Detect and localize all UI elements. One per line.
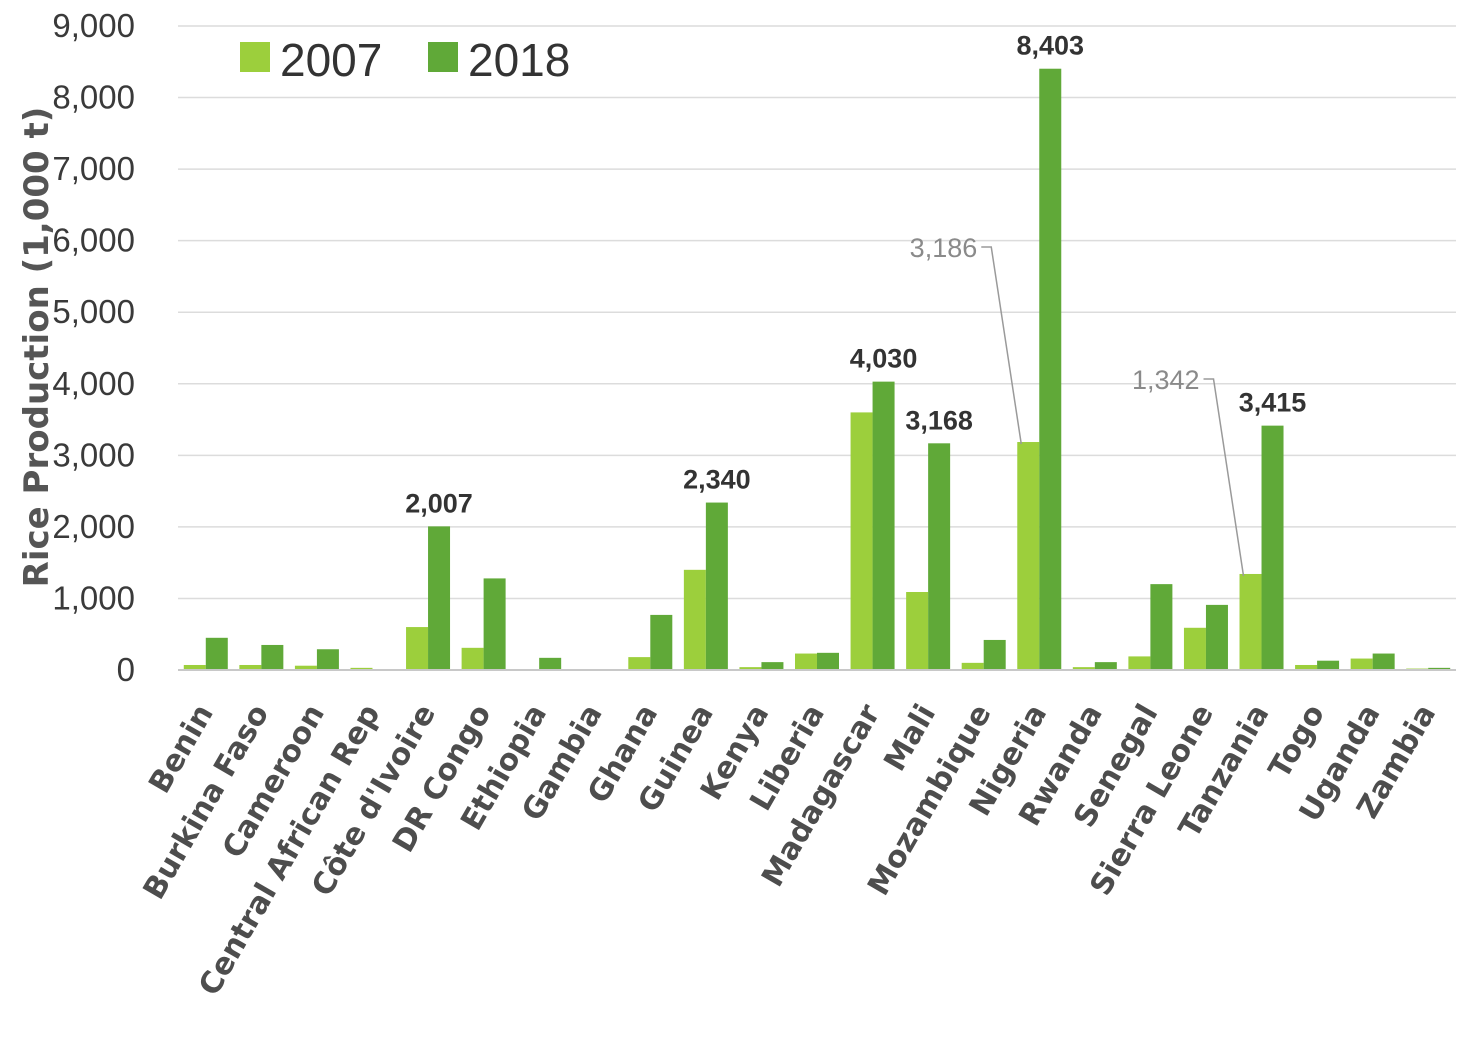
bar-kenya-2007 [739,667,762,670]
bar-sierra-leone-2007 [1183,627,1206,670]
bar-mozambique-2007 [961,662,984,670]
y-axis-label: Rice Production (1,000 t) [17,107,57,588]
y-axis-ticks: 0 1,000 2,000 3,000 4,000 5,000 6,000 7,000 8,00… [52,7,135,688]
bar-ethiopia-2018 [539,657,562,670]
data-label-nigeria: 8,403 [1016,31,1084,61]
legend-label-2007: 2007 [280,34,382,86]
bar-uganda-2007 [1350,658,1373,670]
bar-nigeria-2007 [1017,442,1040,670]
callout-label-tanzania: 1,342 [1132,365,1200,395]
y-tick-label: 6,000 [52,222,135,259]
y-tick-label: 8,000 [52,79,135,116]
bar-rwanda-2018 [1094,662,1117,670]
bar-guinea-2007 [683,569,706,670]
bar-senegal-2007 [1128,656,1151,670]
bar-togo-2018 [1317,660,1340,670]
bar-tanzania-2018 [1261,425,1284,670]
callout-leader-line [1203,378,1245,577]
bar-nigeria-2018 [1039,68,1062,670]
bar-madagascar-2018 [872,381,895,670]
y-tick-label: 3,000 [52,436,135,473]
data-label-tanzania: 3,415 [1239,388,1307,418]
data-label-madagascar: 4,030 [850,344,918,374]
bar-madagascar-2007 [850,412,873,670]
y-tick-label: 7,000 [52,150,135,187]
callout-label-nigeria: 3,186 [910,233,978,263]
bar-kenya-2018 [761,662,784,670]
bar-mali-2018 [928,443,951,670]
bar-mali-2007 [906,592,929,670]
bar-burkina-faso-2018 [261,644,284,670]
bar-rwanda-2007 [1072,667,1095,670]
data-label-mali: 3,168 [905,405,973,435]
data-labels: 2,007 2,340 4,030 3,168 8,403 3,415 3,186 1,342 [405,31,1307,577]
bar-guinea-2018 [705,502,728,670]
bar-liberia-2018 [817,652,839,670]
bar-senegal-2018 [1150,584,1173,670]
bar-zambia-2018 [1428,667,1451,670]
bar-benin-2018 [205,637,228,670]
bar-mozambique-2018 [983,639,1006,670]
bars [183,68,1451,670]
bar-ghana-2007 [628,657,651,670]
bar-cote-d-ivoire-2018 [428,526,451,670]
bar-cameroon-2007 [294,665,317,670]
y-tick-label: 9,000 [52,7,135,44]
bar-tanzania-2007 [1239,573,1262,670]
bar-benin-2007 [183,664,206,670]
bar-sierra-leone-2018 [1205,604,1228,670]
legend-swatch-2007 [240,42,270,72]
bar-burkina-faso-2007 [239,664,262,670]
bar-dr-congo-2018 [483,578,506,670]
y-tick-label: 4,000 [52,365,135,402]
y-tick-label: 2,000 [52,508,135,545]
bar-ghana-2018 [650,614,673,670]
y-tick-label: 0 [117,651,135,688]
data-label-guinea: 2,340 [683,465,751,495]
gridlines [178,25,1456,600]
y-tick-label: 1,000 [52,579,135,616]
callout-leader-line [981,246,1023,445]
bar-central-african-rep-2007 [350,667,373,670]
bar-cameroon-2018 [316,649,339,670]
bar-uganda-2018 [1372,653,1395,670]
y-tick-label: 5,000 [52,293,135,330]
legend-label-2018: 2018 [468,34,570,86]
bar-liberia-2007 [795,653,817,670]
bar-togo-2007 [1295,664,1318,670]
legend-swatch-2018 [428,42,458,72]
data-label-cote-d-ivoire: 2,007 [405,488,473,518]
legend: 2007 2018 [240,34,570,86]
bar-dr-congo-2007 [461,647,484,670]
bar-cote-d-ivoire-2007 [406,627,429,670]
